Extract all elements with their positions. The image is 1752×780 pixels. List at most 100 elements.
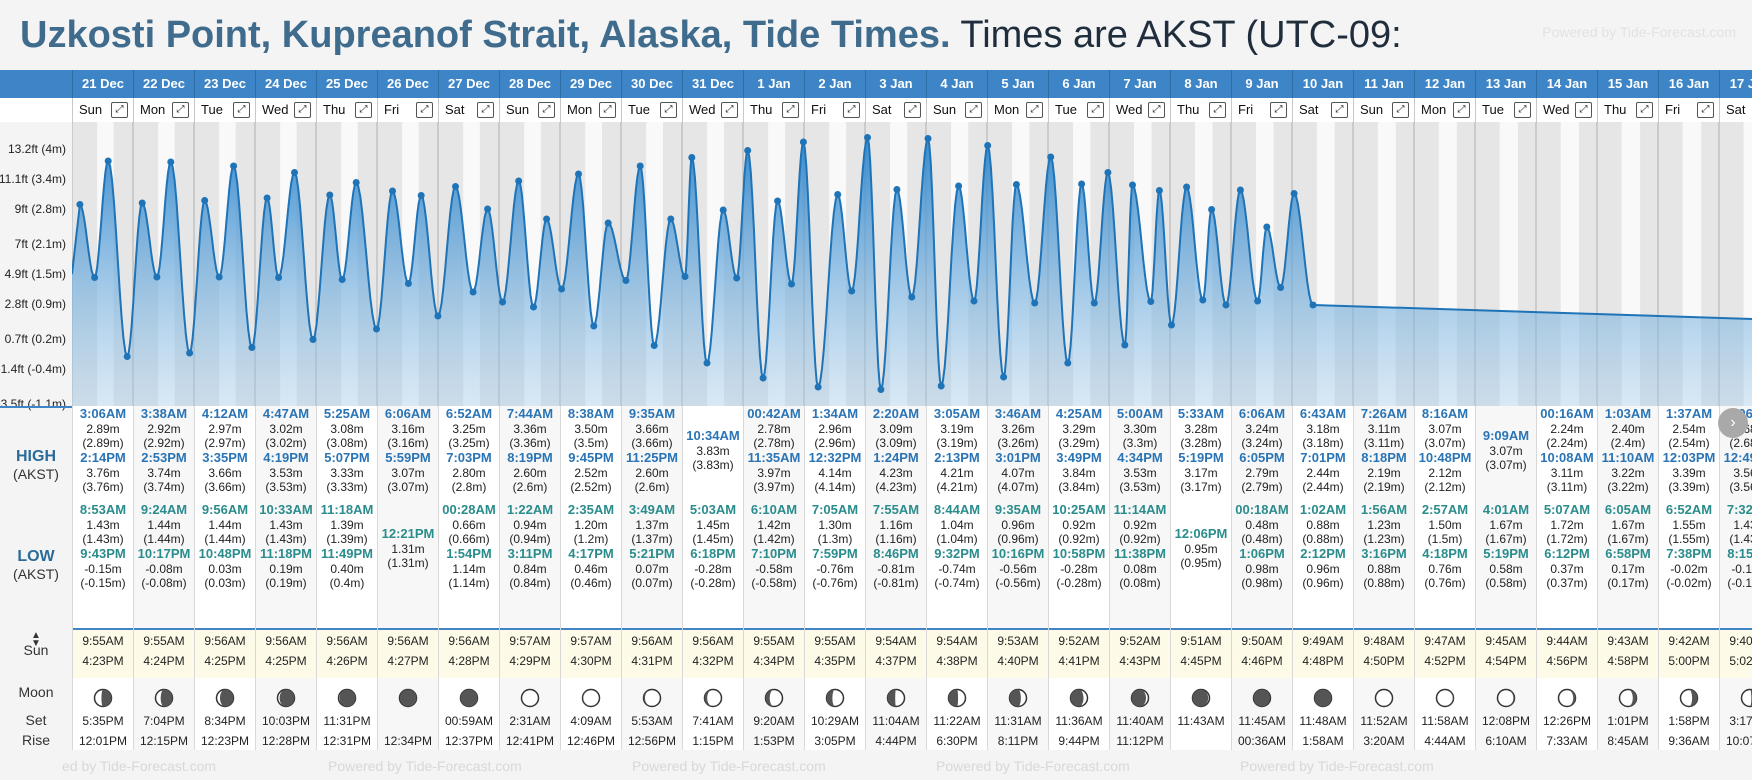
tide-point — [703, 359, 711, 367]
y-tick-label: 4.9ft (1.5m) — [4, 267, 66, 281]
expand-icon[interactable]: ⤢ — [1148, 102, 1165, 118]
high-tide-height: 3.83m — [696, 444, 730, 458]
low-tide-height: -0.28m — [694, 562, 732, 576]
expand-icon[interactable]: ⤢ — [721, 102, 738, 118]
expand-icon[interactable]: ⤢ — [599, 102, 616, 118]
low-tide-height: 1.72m — [1550, 518, 1584, 532]
tide-point — [1290, 190, 1298, 197]
sunset-time: 4:28PM — [448, 654, 490, 668]
weekday-cell: Thu ⤢ — [1170, 98, 1231, 122]
day-column: 3:06AM 2.89m (2.89m) 2:14PM 3.76m (3.76m) 8:53… — [72, 406, 133, 750]
powered-by-watermark: Powered by Tide-Forecast.com — [1240, 758, 1434, 774]
powered-by-watermark: Powered by Tide-Forecast.com — [328, 758, 522, 774]
expand-icon[interactable]: ⤢ — [1514, 102, 1531, 118]
expand-icon[interactable]: ⤢ — [843, 102, 860, 118]
low-tide-time: 3:49AM — [628, 502, 676, 517]
weekday-cell: Sun ⤢ — [72, 98, 133, 122]
tide-point — [452, 183, 459, 190]
high-tide-height: 3.02m — [269, 422, 303, 436]
high-tide-height: 3.53m — [269, 466, 303, 480]
expand-icon[interactable]: ⤢ — [1636, 102, 1653, 118]
date-label: 12 Jan — [1414, 70, 1475, 98]
expand-icon[interactable]: ⤢ — [538, 102, 555, 118]
high-tide-height-metric: (3.07m) — [387, 480, 429, 494]
row-labels: HIGH (AKST) LOW (AKST) ▲ ▼ Sun Moon Set Ris… — [0, 406, 72, 750]
expand-icon[interactable]: ⤢ — [294, 102, 311, 118]
expand-icon[interactable]: ⤢ — [1087, 102, 1104, 118]
weekday-label: Sat — [1299, 102, 1319, 117]
tide-line — [72, 134, 1752, 394]
high-tide-time: 5:33AM — [1177, 406, 1225, 421]
expand-icon[interactable]: ⤢ — [1026, 102, 1043, 118]
expand-icon[interactable]: ⤢ — [416, 102, 433, 118]
low-tide-height: 0.88m — [1306, 518, 1340, 532]
moonset-time: 7:41AM — [692, 714, 734, 728]
high-tide-height-metric: (4.14m) — [814, 480, 856, 494]
high-tide-height-metric: (3.08m) — [326, 436, 368, 450]
tide-point — [1199, 296, 1207, 304]
expand-icon[interactable]: ⤢ — [1575, 102, 1592, 118]
powered-by-top[interactable]: Powered by Tide-Forecast.com — [1542, 24, 1736, 40]
moonset-time: 3:17PM — [1729, 714, 1752, 728]
high-tide-time: 10:48PM — [1418, 450, 1472, 465]
low-tide-time: 3:11PM — [507, 546, 553, 561]
high-tide-time: 00:42AM — [747, 406, 801, 421]
high-tide-time: 4:47AM — [262, 406, 310, 421]
expand-icon[interactable]: ⤢ — [1697, 102, 1714, 118]
sun-times: 9:52AM 4:41PM — [1049, 628, 1109, 678]
high-tide-height-metric: (3.18m) — [1302, 436, 1344, 450]
day-column: 5:25AM 3.08m (3.08m) 5:07PM 3.33m (3.33m) 11:1… — [316, 406, 377, 750]
expand-icon[interactable]: ⤢ — [355, 102, 372, 118]
sun-times: 9:42AM 5:00PM — [1659, 628, 1719, 678]
low-tide-height-metric: (0.19m) — [265, 576, 307, 590]
low-tide-height: 0.37m — [1550, 562, 1584, 576]
y-tick-label: 9ft (2.8m) — [14, 202, 66, 216]
sunrise-time: 9:56AM — [631, 634, 673, 648]
expand-icon[interactable]: ⤢ — [904, 102, 921, 118]
weekday-label: Fri — [1665, 102, 1681, 117]
expand-icon[interactable]: ⤢ — [1453, 102, 1470, 118]
high-tz: (AKST) — [13, 466, 59, 482]
moon-phase-icon — [1435, 688, 1455, 708]
high-tide-time: 2:20AM — [872, 406, 920, 421]
low-tide-height-metric: (-0.16m) — [1727, 576, 1752, 590]
weekday-cell: Tue ⤢ — [1475, 98, 1536, 122]
moonset-time: 8:34PM — [204, 714, 246, 728]
expand-icon[interactable]: ⤢ — [233, 102, 250, 118]
moonrise-time: 9:36AM — [1668, 734, 1710, 748]
tide-point — [604, 219, 612, 227]
weekday-label: Wed — [1543, 102, 1570, 117]
expand-icon[interactable]: ⤢ — [1331, 102, 1348, 118]
expand-icon[interactable]: ⤢ — [172, 102, 189, 118]
low-tide-time: 4:01AM — [1482, 502, 1530, 517]
sunrise-time: 9:43AM — [1607, 634, 1649, 648]
expand-icon[interactable]: ⤢ — [1209, 102, 1226, 118]
low-tide-height-metric: (0.76m) — [1424, 576, 1466, 590]
expand-icon[interactable]: ⤢ — [1392, 102, 1409, 118]
tide-point — [186, 349, 194, 357]
sunset-time: 4:46PM — [1241, 654, 1283, 668]
tide-point — [575, 170, 582, 178]
day-column: 3:46AM 3.26m (3.26m) 3:01PM 4.07m (4.07m) 9:35… — [987, 406, 1048, 750]
expand-icon[interactable]: ⤢ — [782, 102, 799, 118]
tide-point — [667, 215, 675, 223]
high-tide-height: 3.33m — [330, 466, 364, 480]
high-tide-height: 3.18m — [1306, 422, 1340, 436]
low-tide-height-metric: (0.96m) — [997, 532, 1039, 546]
high-tide-height-metric: (2.96m) — [814, 436, 856, 450]
date-label: 2 Jan — [804, 70, 865, 98]
weekday-cell: Thu ⤢ — [316, 98, 377, 122]
expand-icon[interactable]: ⤢ — [477, 102, 494, 118]
expand-icon[interactable]: ⤢ — [660, 102, 677, 118]
high-tide-height-metric: (2.8m) — [451, 480, 487, 494]
sunset-time: 4:26PM — [326, 654, 368, 668]
sunset-time: 4:30PM — [570, 654, 612, 668]
high-tide-height: 3.76m — [86, 466, 120, 480]
low-tide-time: 00:28AM — [442, 502, 496, 517]
expand-icon[interactable]: ⤢ — [111, 102, 128, 118]
expand-icon[interactable]: ⤢ — [1270, 102, 1287, 118]
expand-icon[interactable]: ⤢ — [965, 102, 982, 118]
weekday-cell: Fri ⤢ — [377, 98, 438, 122]
moonrise-time: 00:36AM — [1237, 734, 1287, 748]
scroll-right-icon[interactable]: › — [1718, 408, 1748, 438]
